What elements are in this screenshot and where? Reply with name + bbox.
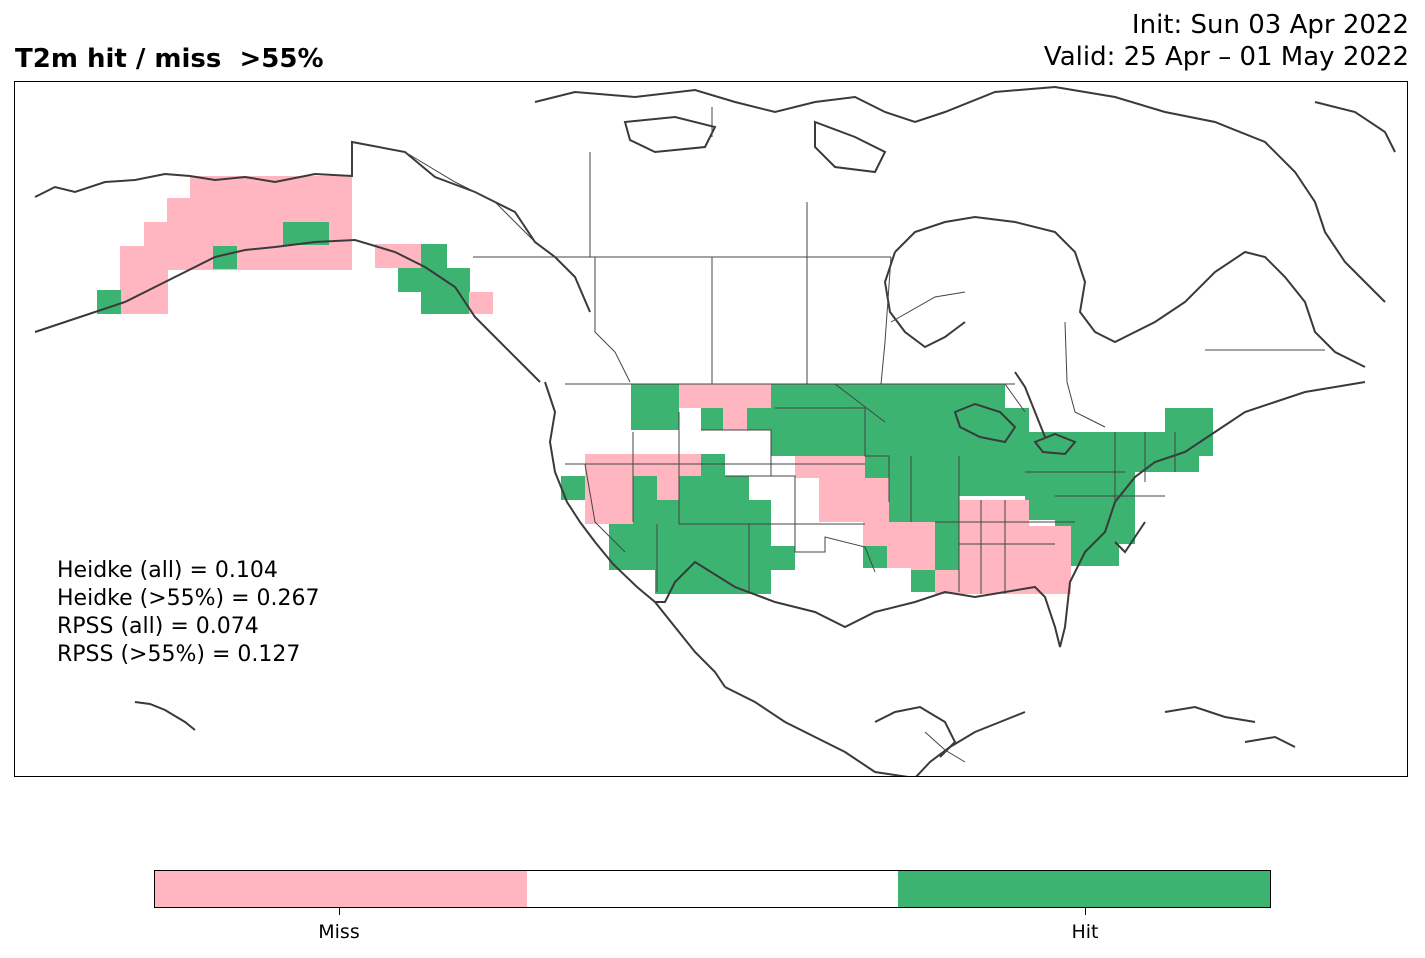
hit-cell: [863, 546, 887, 568]
hit-cell: [889, 478, 937, 500]
map-panel: [14, 81, 1408, 777]
miss-cell: [585, 454, 701, 476]
miss-cell: [863, 522, 911, 546]
colorbar-miss-segment: [155, 871, 527, 907]
hit-cell: [1071, 544, 1119, 566]
hit-cell: [398, 268, 470, 292]
hit-cell: [633, 476, 657, 500]
heidke-all: Heidke (all) = 0.104: [57, 558, 278, 583]
colorbar: [154, 870, 1271, 908]
miss-cell: [959, 526, 1071, 594]
colorbar-tick-hit: [1085, 908, 1086, 915]
rpss-all: RPSS (all) = 0.074: [57, 614, 259, 639]
hit-cell: [213, 246, 237, 269]
rpss-55: RPSS (>55%) = 0.127: [57, 642, 301, 667]
miss-cell: [167, 198, 191, 270]
plot-title: T2m hit / miss >55%: [15, 44, 324, 74]
hit-cell: [609, 524, 771, 570]
hit-cell: [747, 408, 771, 430]
colorbar-tick-miss: [339, 908, 340, 915]
hit-cell: [771, 546, 795, 570]
hit-cell: [701, 454, 725, 476]
hit-cell: [283, 222, 329, 245]
miss-cell: [723, 408, 747, 430]
miss-cell: [585, 476, 633, 524]
colorbar-label-hit: Hit: [1071, 921, 1099, 943]
colorbar-neutral-segment: [526, 871, 899, 907]
miss-cell: [911, 522, 935, 570]
hit-cell: [1165, 408, 1213, 456]
coastlines: [34, 85, 1396, 776]
hit-cell: [421, 292, 469, 314]
miss-cell: [120, 246, 168, 314]
hit-cell: [771, 384, 1005, 456]
init-date: Init: Sun 03 Apr 2022: [1131, 10, 1409, 40]
political-borders: [351, 107, 1325, 763]
miss-cell: [935, 570, 959, 594]
heidke-55: Heidke (>55%) = 0.267: [57, 586, 320, 611]
hit-cell: [935, 546, 959, 570]
north-america-map: [34, 85, 1396, 776]
miss-cell: [795, 456, 865, 478]
miss-cell: [657, 476, 679, 500]
skill-scores: Heidke (all) = 0.104 Heidke (>55%) = 0.2…: [57, 557, 320, 669]
hit-cell: [631, 384, 679, 430]
hit-cell: [421, 244, 447, 268]
hit-cell: [749, 500, 771, 524]
hit-cell: [1025, 496, 1075, 520]
miss-cell: [887, 546, 911, 568]
miss-cell: [679, 384, 771, 408]
hit-cell: [889, 500, 913, 522]
hit-cell: [701, 408, 723, 430]
valid-period: Valid: 25 Apr – 01 May 2022: [1043, 42, 1409, 72]
hit-miss-cells: [97, 176, 1213, 594]
miss-cell: [469, 292, 493, 314]
colorbar-label-miss: Miss: [318, 921, 360, 943]
hit-cell: [633, 500, 749, 524]
hit-cell: [771, 384, 781, 428]
miss-cell: [841, 500, 897, 522]
colorbar-hit-segment: [898, 871, 1271, 907]
hit-cell: [1005, 408, 1029, 456]
